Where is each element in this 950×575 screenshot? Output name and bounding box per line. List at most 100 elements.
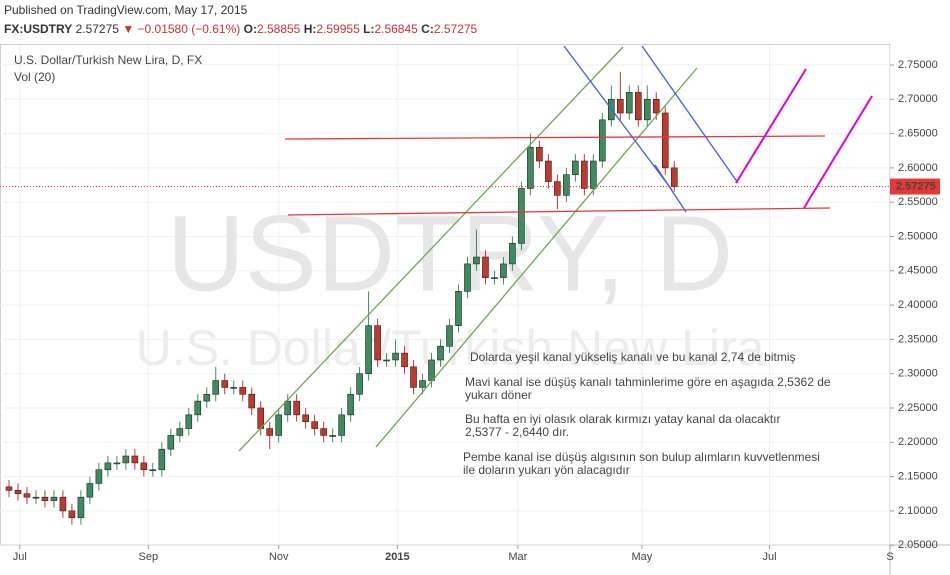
candle-body: [194, 400, 202, 416]
drawings: [238, 45, 873, 452]
change: ▼ −0.01580 (−0.61%): [122, 22, 241, 36]
y-tick-label: 2.65000: [898, 127, 938, 139]
candle-body: [374, 325, 381, 361]
red-channel-upper: [284, 135, 826, 140]
candle-body: [527, 146, 534, 189]
blue-channel-right: [641, 45, 739, 184]
candle-body: [634, 92, 642, 121]
candle-body: [221, 380, 229, 388]
candle-body: [149, 469, 157, 472]
candle-body: [545, 160, 552, 182]
y-tick-label: 2.75000: [898, 59, 938, 71]
o-value: 2.58855: [256, 22, 301, 36]
candle-body: [356, 373, 363, 395]
annotation: ile doların yukarı yön alacagıdır: [463, 463, 630, 477]
candle-body: [473, 256, 480, 265]
candle-body: [248, 393, 256, 409]
candle-body: [50, 496, 58, 501]
candle-body: [23, 493, 31, 498]
candle-body: [302, 414, 309, 423]
x-tick-label: 2015: [385, 551, 409, 563]
published: Published on TradingView.com, May 17, 20…: [4, 3, 248, 17]
x-tick-label: Sep: [139, 551, 159, 563]
candle-body: [239, 387, 247, 395]
annotation: Mavi kanal ise düşüş kanalı tahminlerime…: [465, 375, 831, 389]
y-tick-label: 2.35000: [898, 333, 938, 345]
candle-body: [212, 380, 220, 395]
c-label: C:: [421, 22, 434, 36]
candle-body: [428, 359, 435, 381]
last-price-box: [890, 178, 940, 195]
y-tick-label: 2.40000: [898, 299, 938, 311]
candle-body: [401, 352, 408, 368]
candle-body: [230, 387, 238, 389]
candle-body: [59, 496, 67, 512]
green-channel-lower: [375, 67, 698, 448]
y-tick-label: 2.15000: [898, 471, 938, 483]
candle-body: [392, 352, 399, 361]
candle-body: [670, 167, 678, 187]
candle-body: [652, 98, 660, 114]
annotation: Bu hafta en iyi olasık olarak kırmızı ya…: [465, 412, 780, 426]
y-tick-label: 2.55000: [898, 196, 938, 208]
candle-body: [185, 414, 193, 429]
candle-body: [625, 92, 633, 114]
candle-body: [77, 496, 85, 519]
h-label: H:: [303, 22, 317, 36]
symbol: FX:USDTRY: [4, 22, 73, 36]
green-channel-upper: [238, 46, 624, 452]
candle-body: [32, 496, 40, 499]
candle-body: [176, 428, 184, 436]
candle-body: [590, 160, 597, 189]
candle-body: [491, 277, 498, 279]
blue-channel-ext: [654, 164, 687, 213]
blue-channel-left: [563, 45, 673, 191]
last-price-label: 2.57275: [896, 180, 936, 192]
y-tick-label: 2.45000: [898, 265, 938, 277]
x-tick-label: Mar: [508, 551, 527, 563]
candle-body: [14, 490, 22, 495]
last: 2.57275: [75, 22, 119, 36]
pink-line-2: [803, 95, 873, 209]
x-tick-label: May: [631, 551, 652, 563]
candle-body: [482, 256, 489, 278]
candle-body: [203, 393, 211, 402]
candle-body: [643, 98, 651, 121]
l-label: L:: [363, 22, 375, 36]
y-tick-label: 2.60000: [898, 162, 938, 174]
candle-body: [365, 325, 372, 374]
candle-body: [419, 380, 426, 388]
candle-body: [518, 188, 525, 244]
grid: [0, 45, 891, 546]
candle-body: [617, 98, 624, 114]
candle-body: [581, 160, 588, 189]
candle-body: [563, 174, 570, 196]
candle-body: [446, 325, 453, 347]
candle-body: [284, 400, 291, 416]
y-tick-label: 2.20000: [898, 436, 938, 448]
candle-body: [275, 414, 282, 436]
candle-body: [554, 181, 561, 196]
x-tick-label: Nov: [269, 551, 289, 563]
o-label: O:: [243, 22, 257, 36]
candle-body: [122, 455, 130, 464]
candle-body: [572, 160, 579, 176]
y-tick-label: 2.50000: [898, 230, 938, 242]
x-tick-label: S: [886, 551, 893, 563]
candle-body: [158, 448, 166, 471]
candle-body: [383, 359, 390, 362]
annotation: 2,5377 - 2,6440 dır.: [465, 425, 569, 439]
candle-body: [167, 435, 175, 450]
candle-body: [5, 486, 13, 491]
y-tick-label: 2.05000: [898, 539, 938, 551]
candle-body: [86, 483, 94, 498]
candle-body: [661, 112, 669, 169]
c-value: 2.57275: [433, 22, 478, 36]
indicator-label: Vol (20): [14, 70, 55, 84]
candle-body: [437, 345, 444, 361]
annotation: yukarı döner: [465, 388, 532, 402]
candle-body: [68, 510, 76, 519]
candle-body: [104, 462, 112, 471]
